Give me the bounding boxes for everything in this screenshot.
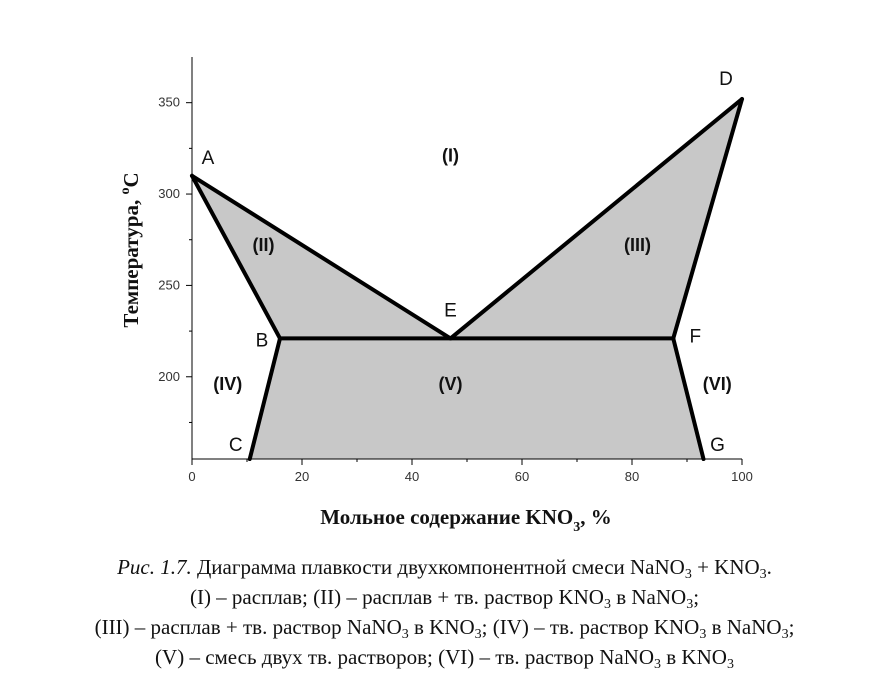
y-tick-label: 350 bbox=[158, 95, 180, 110]
point-label-d: D bbox=[719, 69, 733, 90]
region-label: (III) bbox=[624, 235, 651, 255]
caption-subscript: 3 bbox=[401, 627, 409, 642]
caption-text: в KNO bbox=[661, 645, 727, 669]
x-tick-label: 60 bbox=[515, 469, 529, 484]
x-tick-label: 100 bbox=[731, 469, 753, 484]
phase-boundary-line bbox=[190, 173, 282, 341]
caption-text: (III) – расплав + тв. раствор NaNO bbox=[94, 615, 402, 639]
y-tick-label: 200 bbox=[158, 369, 180, 384]
y-tick-label: 300 bbox=[158, 186, 180, 201]
caption-text: ; bbox=[788, 615, 795, 639]
phase-boundary-line bbox=[190, 173, 453, 341]
phase-boundary-line bbox=[247, 336, 282, 461]
caption-text: Диаграмма плавкости двухкомпонентной сме… bbox=[191, 555, 685, 579]
caption-line-4: (V) – смесь двух тв. растворов; (VI) – т… bbox=[0, 642, 889, 672]
y-tick-label: 250 bbox=[158, 277, 180, 292]
point-label-b: B bbox=[256, 330, 269, 351]
region-label: (I) bbox=[442, 146, 459, 166]
caption-subscript: 3 bbox=[474, 627, 482, 642]
caption-line-2: (I) – расплав; (II) – расплав + тв. раст… bbox=[0, 582, 889, 612]
caption-text: (V) – смесь двух тв. растворов; (VI) – т… bbox=[155, 645, 655, 669]
phase-boundary-line bbox=[671, 336, 706, 461]
caption-text: ; bbox=[693, 585, 700, 609]
caption-text: . bbox=[766, 555, 772, 579]
region-label: (IV) bbox=[213, 374, 242, 394]
caption-figure-label: Рис. 1.7. bbox=[117, 555, 192, 579]
caption-text: в NaNO bbox=[610, 585, 687, 609]
caption-subscript: 3 bbox=[726, 657, 734, 672]
caption-subscript: 3 bbox=[686, 597, 694, 612]
caption-subscript: 3 bbox=[603, 597, 611, 612]
x-tick-label: 20 bbox=[295, 469, 309, 484]
point-label-e: E bbox=[444, 300, 457, 321]
caption-subscript: 3 bbox=[759, 567, 767, 582]
caption-text: в NaNO bbox=[706, 615, 782, 639]
caption-subscript: 3 bbox=[654, 657, 662, 672]
shaded-region bbox=[249, 338, 704, 459]
caption-subscript: 3 bbox=[684, 567, 692, 582]
point-label-g: G bbox=[710, 435, 725, 456]
caption-text: в KNO bbox=[408, 615, 475, 639]
caption-text: + KNO bbox=[691, 555, 760, 579]
x-tick-label: 80 bbox=[625, 469, 639, 484]
figure-caption: Рис. 1.7. Диаграмма плавкости двухкомпон… bbox=[0, 552, 889, 672]
phase-boundary-line bbox=[448, 97, 744, 341]
caption-line-1: Рис. 1.7. Диаграмма плавкости двухкомпон… bbox=[0, 552, 889, 582]
phase-boundary-line bbox=[671, 97, 744, 341]
point-label-f: F bbox=[689, 326, 701, 347]
x-axis-title: Мольное содержание KNO3, % bbox=[320, 505, 612, 535]
region-label: (VI) bbox=[703, 374, 732, 394]
x-tick-label: 0 bbox=[188, 469, 195, 484]
caption-subscript: 3 bbox=[699, 627, 707, 642]
caption-text: ; (IV) – тв. раствор KNO bbox=[481, 615, 700, 639]
region-label: (V) bbox=[439, 374, 463, 394]
y-axis-title: Температура, oC bbox=[118, 172, 143, 327]
caption-line-3: (III) – расплав + тв. раствор NaNO3 в KN… bbox=[0, 612, 889, 642]
phase-diagram-chart: 0 20 40 60 80 100 200 250 300 350 A B C D E F G (I) (II)… bbox=[118, 57, 753, 535]
x-tick-label: 40 bbox=[405, 469, 419, 484]
caption-subscript: 3 bbox=[781, 627, 789, 642]
region-label: (II) bbox=[253, 235, 275, 255]
point-label-a: A bbox=[202, 148, 215, 169]
point-label-c: C bbox=[229, 435, 243, 456]
caption-text: (I) – расплав; (II) – расплав + тв. раст… bbox=[189, 585, 604, 609]
